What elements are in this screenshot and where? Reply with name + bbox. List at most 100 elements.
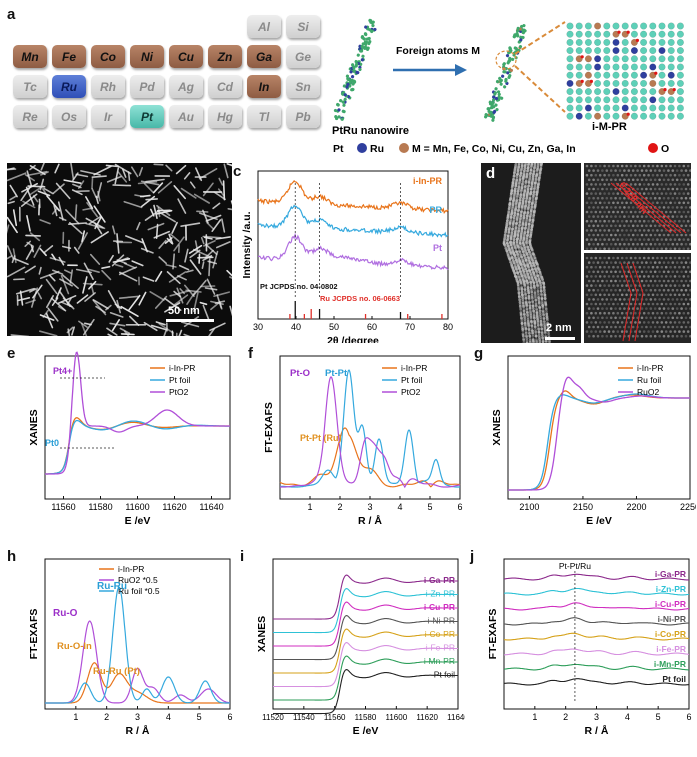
series-line-pt (257, 232, 449, 271)
x-tick-label-g: 2150 (573, 502, 593, 512)
x-tick-label-g: 2250 (680, 502, 696, 512)
haadf-image-d (481, 163, 691, 343)
x-tick-label-h: 4 (166, 712, 171, 722)
y-axis-label-f: FT-EXAFS (263, 402, 275, 453)
o-atom-icon (648, 143, 658, 153)
series-line-3 (503, 617, 689, 626)
m-atom-icon (399, 143, 409, 153)
ru-atom-icon (357, 143, 367, 153)
legend-m: M = Mn, Fe, Co, Ni, Cu, Zn, Ga, In (412, 143, 576, 155)
series-line-1 (504, 587, 690, 596)
legend-entry: PtO2 (169, 387, 189, 397)
reference-label-pt: Pt JCPDS no. 04-0802 (260, 282, 338, 291)
element-tile-ag: Ag (169, 75, 203, 98)
x-tick-label-i: 11520 (262, 713, 284, 722)
series-line-1 (45, 620, 230, 704)
legend-entry: RuO2 (637, 387, 659, 397)
element-tile-tl: Tl (247, 105, 281, 128)
legend-entry: i-In-PR (637, 363, 663, 373)
series-label: i-Fe-PR (426, 643, 455, 653)
series-line-0 (45, 662, 230, 704)
annotation-pt-pt: Pt-Pt (325, 368, 348, 379)
series-line-2 (273, 601, 458, 647)
tem-image-b (7, 163, 232, 336)
x-axis-label-j: R / Å (585, 724, 609, 737)
panel-label-f: f (248, 345, 253, 362)
x-axis-label-h: R / Å (126, 724, 150, 737)
series-label: i-Zn-PR (426, 589, 455, 599)
legend-entry: Pt foil (169, 375, 190, 385)
x-tick-label-c: 50 (329, 322, 339, 332)
scale-label-b: 50 nm (168, 305, 200, 317)
chart-i: 11520 11540 11560 11580 11600 11620 11640 E /eV… (256, 558, 465, 737)
series-label: i-Ga-PR (655, 569, 686, 579)
element-tile-os: Os (52, 105, 86, 128)
legend-entry: Pt foil (401, 375, 422, 385)
panel-label-g: g (474, 345, 484, 362)
legend-entry: i-In-PR (169, 363, 195, 373)
annotation-ru-ru-pt: Ru-Ru (Pt) (93, 666, 140, 677)
series-label: i-Ni-PR (428, 616, 455, 626)
y-axis-label-j: FT-EXAFS (487, 609, 499, 660)
annotation-pt0: Pt0 (45, 438, 59, 448)
x-tick-label-e: 11600 (125, 502, 149, 512)
series-line-6 (503, 663, 689, 671)
element-tile-ru: Ru (52, 75, 86, 98)
element-tile-fe: Fe (52, 45, 86, 68)
x-tick-label-j: 2 (563, 712, 568, 722)
series-line-1 (44, 419, 230, 475)
x-tick-label-h: 1 (73, 712, 78, 722)
panel-label-h: h (7, 548, 17, 565)
series-line-pr (257, 204, 449, 238)
x-tick-label-j: 1 (532, 712, 537, 722)
x-tick-label-c: 60 (367, 322, 377, 332)
element-tile-re: Re (13, 105, 47, 128)
x-tick-label-f: 2 (337, 502, 342, 512)
series-label: Pt (433, 243, 442, 253)
series-label: Pt foil (434, 670, 455, 680)
element-tile-au: Au (169, 105, 203, 128)
series-label: i-Ga-PR (424, 575, 455, 585)
series-line-2 (45, 351, 230, 475)
element-tile-cu: Cu (169, 45, 203, 68)
panel-label-i: i (240, 548, 245, 565)
element-tile-zn: Zn (208, 45, 242, 68)
series-line-i-in-pr (257, 180, 449, 215)
annotation-pt4: Pt4+ (53, 366, 72, 376)
x-tick-label-j: 4 (625, 712, 630, 722)
element-tile-ir: Ir (91, 105, 125, 128)
x-tick-label-i: 11620 (416, 713, 438, 722)
y-axis-label-c: Intensity /a.u. (241, 211, 253, 278)
series-line-1 (280, 369, 460, 488)
panel-label-c: c (233, 163, 242, 180)
legend-pt: Pt (333, 143, 344, 155)
x-tick-label-i: 11560 (324, 713, 346, 722)
x-tick-label-f: 6 (457, 502, 462, 512)
zoom-circle (495, 50, 517, 70)
annotation-ru-o: Ru-O (53, 608, 78, 619)
x-tick-label-g: 2200 (626, 502, 646, 512)
series-label: i-Ni-PR (658, 614, 686, 624)
annotation-pt-o: Pt-O (290, 368, 310, 379)
chart-e: 11560 11580 11600 11620 11640 E /eV XANES i-In-… (28, 351, 231, 527)
series-line-0 (279, 427, 461, 488)
series-line-4 (273, 628, 458, 674)
series-label: i-Fe-PR (656, 644, 686, 654)
element-tile-rh: Rh (91, 75, 125, 98)
x-tick-label-i: 11540 (293, 713, 315, 722)
element-tile-ga: Ga (247, 45, 281, 68)
axes-frame-c (257, 170, 449, 320)
x-tick-label-c: 70 (405, 322, 415, 332)
series-label: i-In-PR (413, 176, 442, 186)
x-tick-label-i: 11580 (355, 713, 377, 722)
series-label: i-Cu-PR (655, 599, 686, 609)
x-tick-label-i: 11640 (447, 713, 465, 722)
x-tick-label-h: 3 (135, 712, 140, 722)
x-axis-label-i: E /eV (353, 725, 379, 737)
element-tile-pb: Pb (286, 105, 320, 128)
series-label: i-Cu-PR (424, 602, 455, 612)
element-tile-ge: Ge (286, 45, 320, 68)
legend-entry: i-In-PR (401, 363, 427, 373)
atom-legend: Pt Ru M = Mn, Fe, Co, Ni, Cu, Zn, Ga, In O (333, 143, 669, 155)
